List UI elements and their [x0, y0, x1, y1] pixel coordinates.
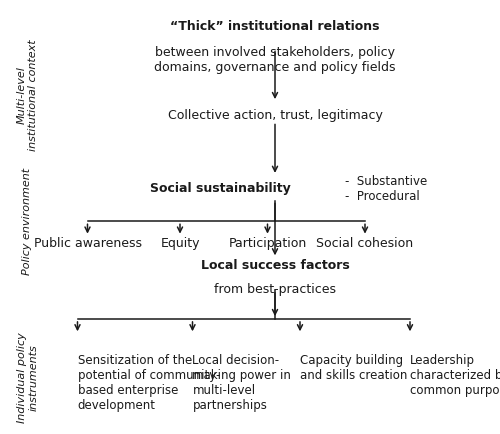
Text: Capacity building
and skills creation: Capacity building and skills creation	[300, 354, 408, 382]
Text: “Thick” institutional relations: “Thick” institutional relations	[170, 20, 380, 33]
Text: Local decision-
making power in
multi-level
partnerships: Local decision- making power in multi-le…	[192, 354, 292, 412]
Text: Multi-level
institutional context: Multi-level institutional context	[16, 39, 38, 151]
Text: Social sustainability: Social sustainability	[150, 182, 290, 195]
Text: Social cohesion: Social cohesion	[316, 237, 414, 250]
Text: -  Substantive
-  Procedural: - Substantive - Procedural	[345, 175, 427, 203]
Text: Collective action, trust, legitimacy: Collective action, trust, legitimacy	[168, 108, 382, 122]
Text: Sensitization of the
potential of community-
based enterprise
development: Sensitization of the potential of commun…	[78, 354, 220, 412]
Text: Leadership
characterized by
common purpose: Leadership characterized by common purpo…	[410, 354, 500, 397]
Text: from best-practices: from best-practices	[214, 283, 336, 296]
Text: between involved stakeholders, policy
domains, governance and policy fields: between involved stakeholders, policy do…	[154, 46, 396, 75]
Text: Equity: Equity	[160, 237, 200, 250]
Text: Policy environment: Policy environment	[22, 168, 32, 275]
Text: Participation: Participation	[228, 237, 306, 250]
Text: Individual policy
instruments: Individual policy instruments	[16, 332, 38, 423]
Text: Local success factors: Local success factors	[200, 259, 350, 272]
Text: Public awareness: Public awareness	[34, 237, 142, 250]
